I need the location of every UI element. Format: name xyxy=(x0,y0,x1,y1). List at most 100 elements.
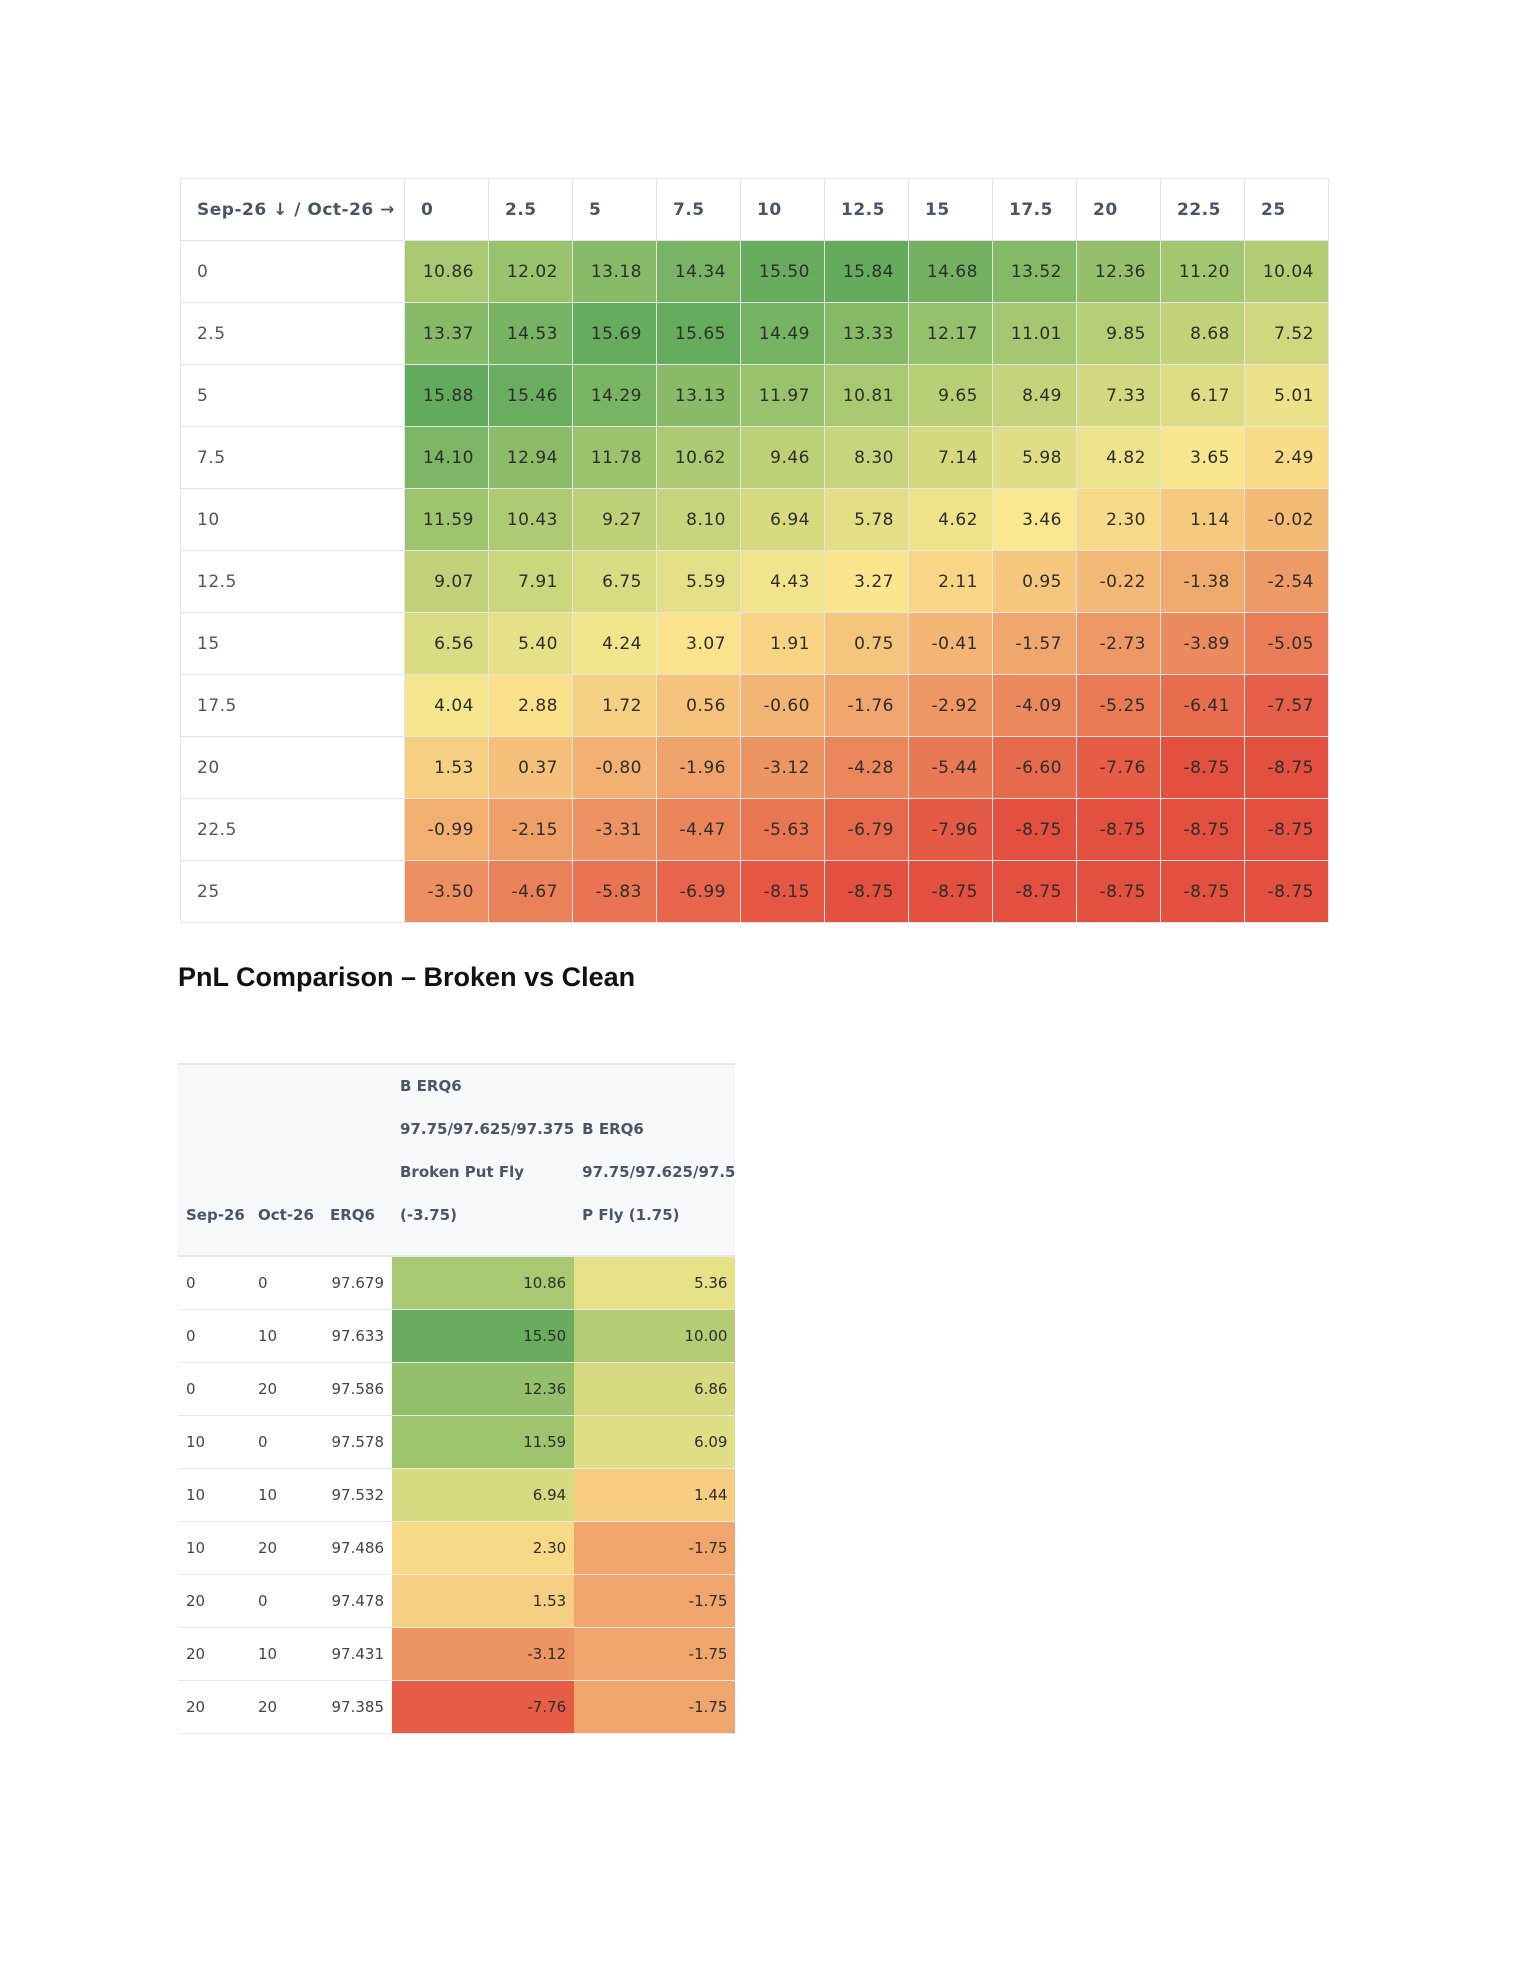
heatmap-corner-label: Sep-26 ↓ / Oct-26 → xyxy=(180,178,405,241)
cell-sep-26: 20 xyxy=(178,1574,250,1628)
cell-oct-26: 20 xyxy=(250,1521,322,1575)
heatmap-row-header: 12.5 xyxy=(180,550,405,613)
heatmap-cell: -0.41 xyxy=(908,612,993,675)
cell-oct-26: 0 xyxy=(250,1574,322,1628)
heatmap-cell: -4.67 xyxy=(488,860,573,923)
heatmap-column-header: 20 xyxy=(1076,178,1161,241)
heatmap-cell: 6.56 xyxy=(404,612,489,675)
cell-erq6: 97.578 xyxy=(322,1415,392,1469)
heatmap-cell: -6.79 xyxy=(824,798,909,861)
comparison-row: 0 20 97.586 12.36 6.86 xyxy=(178,1362,736,1416)
heatmap-cell: 4.04 xyxy=(404,674,489,737)
heatmap-row: 22.5 -0.99 -2.15 -3.31 -4.47 -5.63 -6.79 -7.96-… xyxy=(180,798,1329,861)
heatmap-column-header: 5 xyxy=(572,178,657,241)
cell-broken-pnl: 11.59 xyxy=(392,1415,575,1469)
cell-sep-26: 20 xyxy=(178,1627,250,1681)
heatmap-row: 7.5 14.10 12.94 11.78 10.62 9.46 8.30 7.14 5.98 4… xyxy=(180,426,1329,489)
heatmap-cell: -8.75 xyxy=(1160,798,1245,861)
heatmap-cell: 0.75 xyxy=(824,612,909,675)
heatmap-cell: 15.88 xyxy=(404,364,489,427)
comparison-row: 0 0 97.679 10.86 5.36 xyxy=(178,1256,736,1310)
header-broken-line: B ERQ6 xyxy=(400,1077,462,1095)
heatmap-cell: 14.68 xyxy=(908,240,993,303)
comparison-row: 20 20 97.385 -7.76 -1.75 xyxy=(178,1680,736,1734)
heatmap-cell: 4.43 xyxy=(740,550,825,613)
heatmap-cell: 5.40 xyxy=(488,612,573,675)
heatmap-cell: -5.05 xyxy=(1244,612,1329,675)
cell-broken-pnl: 1.53 xyxy=(392,1574,575,1628)
heatmap-row-header: 10 xyxy=(180,488,405,551)
heatmap-body: 0 10.86 12.02 13.18 14.34 15.50 15.84 14.68 13.5… xyxy=(180,240,1329,923)
heatmap-cell: 3.27 xyxy=(824,550,909,613)
heatmap-row: 0 10.86 12.02 13.18 14.34 15.50 15.84 14.68 13.5… xyxy=(180,240,1329,303)
cell-oct-26: 0 xyxy=(250,1415,322,1469)
cell-broken-pnl: 12.36 xyxy=(392,1362,575,1416)
header-sep-26: Sep-26 xyxy=(178,1063,250,1257)
cell-sep-26: 10 xyxy=(178,1415,250,1469)
heatmap-cell: 9.85 xyxy=(1076,302,1161,365)
header-broken-line: 97.75/97.625/97.375 xyxy=(400,1120,575,1138)
cell-oct-26: 0 xyxy=(250,1256,322,1310)
cell-erq6: 97.633 xyxy=(322,1309,392,1363)
heatmap-cell: -6.41 xyxy=(1160,674,1245,737)
heatmap-column-header: 22.5 xyxy=(1160,178,1245,241)
heatmap-column-header: 12.5 xyxy=(824,178,909,241)
heatmap-cell: -1.57 xyxy=(992,612,1077,675)
cell-erq6: 97.586 xyxy=(322,1362,392,1416)
pnl-comparison-table: Sep-26 Oct-26 ERQ6 B ERQ6 97.75/97.625/9… xyxy=(178,1063,736,1734)
heatmap-cell: 13.52 xyxy=(992,240,1077,303)
heatmap-cell: 6.75 xyxy=(572,550,657,613)
heatmap-cell: -2.92 xyxy=(908,674,993,737)
heatmap-cell: 3.65 xyxy=(1160,426,1245,489)
heatmap-cell: 6.94 xyxy=(740,488,825,551)
heatmap-cell: 13.13 xyxy=(656,364,741,427)
heatmap-cell: -7.96 xyxy=(908,798,993,861)
heatmap-cell: 2.30 xyxy=(1076,488,1161,551)
heatmap-cell: 14.29 xyxy=(572,364,657,427)
heatmap-cell: 12.02 xyxy=(488,240,573,303)
cell-broken-pnl: -7.76 xyxy=(392,1680,575,1734)
heatmap-cell: 9.27 xyxy=(572,488,657,551)
heatmap-cell: -5.25 xyxy=(1076,674,1161,737)
heatmap-cell: 0.37 xyxy=(488,736,573,799)
heatmap-cell: 11.01 xyxy=(992,302,1077,365)
heatmap-cell: -5.83 xyxy=(572,860,657,923)
heatmap-cell: 8.30 xyxy=(824,426,909,489)
heatmap-column-header: 2.5 xyxy=(488,178,573,241)
header-clean-line: 97.75/97.625/97.5 xyxy=(582,1163,736,1181)
cell-broken-pnl: 10.86 xyxy=(392,1256,575,1310)
heatmap-row-header: 0 xyxy=(180,240,405,303)
heatmap-cell: -0.22 xyxy=(1076,550,1161,613)
heatmap-row: 10 11.59 10.43 9.27 8.10 6.94 5.78 4.62 3.46 2.30… xyxy=(180,488,1329,551)
heatmap-row: 17.5 4.04 2.88 1.72 0.56 -0.60 -1.76 -2.92 -4.09… xyxy=(180,674,1329,737)
heatmap-row-header: 25 xyxy=(180,860,405,923)
cell-clean-pnl: 6.86 xyxy=(574,1362,736,1416)
cell-sep-26: 20 xyxy=(178,1680,250,1734)
cell-clean-pnl: 6.09 xyxy=(574,1415,736,1469)
heatmap-cell: -8.75 xyxy=(824,860,909,923)
heatmap-column-header: 0 xyxy=(404,178,489,241)
heatmap-cell: 2.49 xyxy=(1244,426,1329,489)
heatmap-row-header: 2.5 xyxy=(180,302,405,365)
cell-broken-pnl: 15.50 xyxy=(392,1309,575,1363)
cell-oct-26: 10 xyxy=(250,1309,322,1363)
heatmap-cell: 11.78 xyxy=(572,426,657,489)
heatmap-cell: 8.10 xyxy=(656,488,741,551)
heatmap-cell: 15.69 xyxy=(572,302,657,365)
heatmap-cell: 1.91 xyxy=(740,612,825,675)
heatmap-row-header: 22.5 xyxy=(180,798,405,861)
heatmap-cell: 5.78 xyxy=(824,488,909,551)
cell-erq6: 97.478 xyxy=(322,1574,392,1628)
heatmap-cell: 15.84 xyxy=(824,240,909,303)
heatmap-cell: -8.75 xyxy=(1076,798,1161,861)
comparison-row: 0 10 97.633 15.50 10.00 xyxy=(178,1309,736,1363)
heatmap-cell: -3.89 xyxy=(1160,612,1245,675)
heatmap-row-header: 20 xyxy=(180,736,405,799)
heatmap-cell: 14.49 xyxy=(740,302,825,365)
heatmap-cell: 0.95 xyxy=(992,550,1077,613)
heatmap-cell: -6.99 xyxy=(656,860,741,923)
heatmap-cell: 9.46 xyxy=(740,426,825,489)
cell-oct-26: 20 xyxy=(250,1680,322,1734)
section-heading: PnL Comparison – Broken vs Clean xyxy=(178,962,636,992)
heatmap-row: 2.5 13.37 14.53 15.69 15.65 14.49 13.33 12.17 11… xyxy=(180,302,1329,365)
